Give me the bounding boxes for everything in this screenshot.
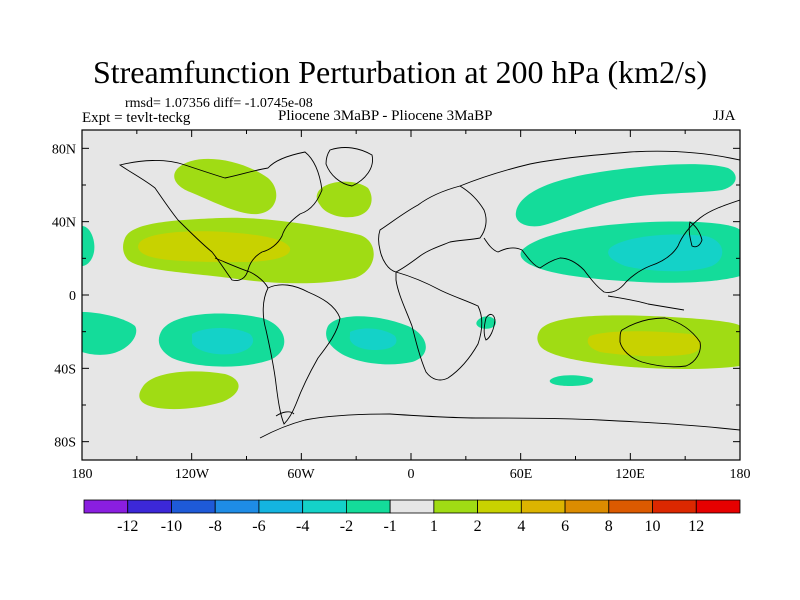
anomaly-region	[82, 226, 95, 266]
colorbar-label: -6	[252, 518, 265, 535]
colorbar-swatch	[83, 499, 129, 514]
coastline	[459, 150, 740, 293]
coastline	[607, 295, 685, 311]
colorbar-swatch	[477, 499, 522, 514]
coastlines	[118, 147, 740, 439]
colorbar	[83, 499, 741, 514]
anomaly-region	[174, 158, 277, 215]
colorbar-swatch	[345, 499, 391, 514]
colorbar-swatch	[171, 499, 216, 514]
colorbar-label: 4	[517, 518, 525, 535]
lon-tick-label: 60W	[287, 467, 315, 482]
colorbar-swatch	[652, 499, 697, 514]
colorbar-label: -2	[340, 518, 353, 535]
anomaly-region	[192, 328, 254, 355]
colorbar-label: 12	[688, 518, 704, 535]
colorbar-swatch	[608, 499, 653, 514]
colorbar-label: -12	[117, 518, 138, 535]
stats-text: rmsd= 1.07356 diff= -1.0745e-08	[125, 96, 313, 111]
colorbar-swatch	[695, 499, 741, 514]
coastline	[688, 221, 703, 248]
colorbar-swatch	[214, 499, 260, 514]
lon-tick-label: 120W	[175, 467, 210, 482]
season-label: JJA	[713, 108, 736, 124]
anomaly-region	[139, 371, 239, 410]
contour-fills	[82, 158, 740, 410]
lat-tick-label: 80N	[52, 142, 76, 157]
anomaly-region	[549, 375, 594, 386]
lat-tick-label: 40N	[52, 216, 76, 231]
lon-tick-label: 60E	[510, 467, 533, 482]
lat-tick-label: 40S	[54, 362, 76, 377]
coastline	[378, 185, 487, 273]
colorbar-swatch	[258, 499, 304, 514]
lon-tick-label: 120E	[615, 467, 645, 482]
colorbar-labels: -12 -10 -8 -6 -4 -2 -1 1 2 4 6 8 10 12	[117, 518, 704, 535]
axis-ticks	[81, 130, 741, 460]
colorbar-label: 8	[605, 518, 613, 535]
colorbar-swatch	[520, 499, 566, 514]
colorbar-swatch	[433, 499, 479, 514]
colorbar-swatch	[127, 499, 172, 514]
chart-title: Streamfunction Perturbation at 200 hPa (…	[92, 54, 708, 90]
anomaly-region	[515, 164, 736, 227]
colorbar-label: -8	[209, 518, 222, 535]
experiment-label: Expt = tevlt-teckg	[82, 110, 191, 126]
lat-tick-label: 0	[69, 289, 76, 304]
subtitle: Pliocene 3MaBP - Pliocene 3MaBP	[278, 108, 493, 124]
coastline	[214, 257, 269, 289]
coastline	[118, 151, 323, 281]
colorbar-swatch	[389, 499, 435, 514]
coastline	[262, 284, 341, 425]
lat-tick-label: 80S	[54, 436, 76, 451]
colorbar-label: 6	[561, 518, 569, 535]
anomaly-region	[608, 234, 723, 272]
lon-tick-label: 180	[730, 467, 751, 482]
coastline	[395, 271, 483, 381]
anomaly-region	[316, 181, 372, 218]
colorbar-label: -1	[383, 518, 396, 535]
anomaly-region	[349, 328, 397, 350]
colorbar-label: -10	[161, 518, 182, 535]
coastline	[325, 147, 373, 187]
coastline	[275, 411, 295, 417]
colorbar-label: -4	[296, 518, 309, 535]
anomaly-region	[82, 312, 137, 355]
colorbar-label: 2	[474, 518, 482, 535]
anomaly-region	[587, 331, 702, 357]
colorbar-label: 10	[645, 518, 661, 535]
anomaly-region	[138, 231, 291, 262]
colorbar-swatch	[564, 499, 610, 514]
coastline	[619, 317, 701, 368]
lon-tick-label: 0	[408, 467, 415, 482]
lon-tick-label: 180	[72, 467, 93, 482]
colorbar-swatch	[302, 499, 347, 514]
coastline	[483, 313, 496, 341]
colorbar-label: 1	[430, 518, 438, 535]
coastline	[259, 413, 740, 439]
